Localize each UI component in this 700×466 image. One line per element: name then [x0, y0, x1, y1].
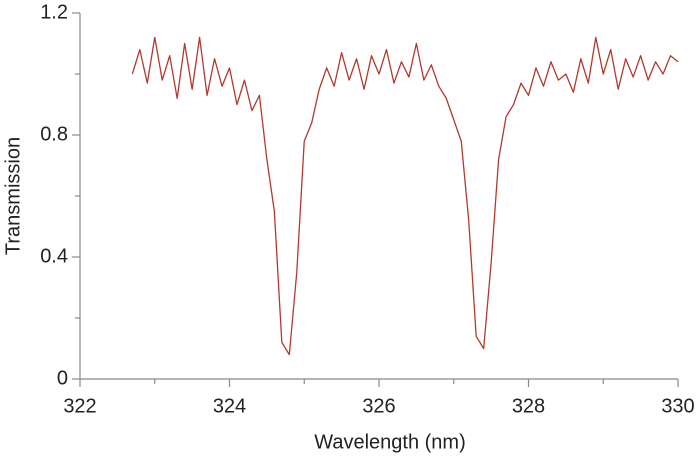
x-tick-label: 326 [362, 395, 395, 417]
y-tick-label: 0.8 [40, 123, 68, 145]
y-axis-title: Transmission [2, 137, 24, 255]
x-axis-title: Wavelength (nm) [314, 431, 466, 453]
data-line [131, 36, 679, 356]
x-tick-label: 322 [63, 395, 96, 417]
y-tick-label: 0.4 [40, 245, 68, 267]
x-tick-label: 328 [512, 395, 545, 417]
x-tick-label: 330 [661, 395, 694, 417]
y-tick-label: 0 [57, 367, 68, 389]
x-tick-label: 324 [213, 395, 246, 417]
y-tick-label: 1.2 [40, 1, 68, 23]
